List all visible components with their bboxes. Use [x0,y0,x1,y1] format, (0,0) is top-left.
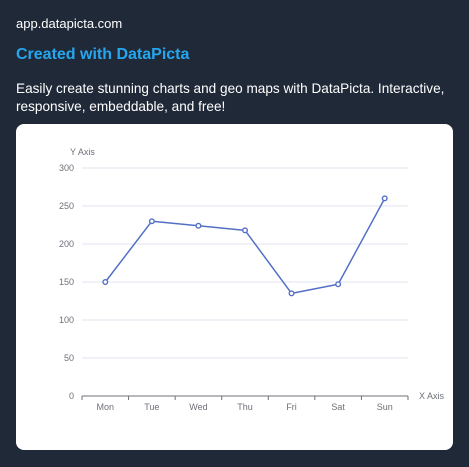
data-point[interactable] [335,281,342,288]
y-tick-label: 250 [59,201,74,211]
page-description: Easily create stunning charts and geo ma… [16,81,445,114]
series-points [102,195,388,297]
data-point[interactable] [195,222,202,229]
y-axis-label: Y Axis [70,147,95,157]
data-point[interactable] [381,195,388,202]
y-tick-label: 200 [59,239,74,249]
x-tick-label: Thu [237,402,253,412]
y-tick-label: 50 [64,353,74,363]
y-tick-label: 300 [59,163,74,173]
site-url: app.datapicta.com [16,16,123,31]
x-tick-label: Mon [97,402,115,412]
data-point[interactable] [241,227,248,234]
grid-lines [82,167,408,359]
x-tick-label: Wed [189,402,207,412]
y-tick-label: 0 [69,391,74,401]
y-tick-label: 100 [59,315,74,325]
x-axis [81,395,409,400]
data-point[interactable] [148,218,155,225]
x-tick-label: Sun [377,402,393,412]
x-axis-label: X Axis [419,391,445,401]
y-tick-labels: 0 50 100 150 200 250 300 [59,163,74,401]
data-point[interactable] [102,278,109,285]
x-tick-labels: Mon Tue Wed Thu Fri Sat Sun [97,402,393,412]
x-tick-label: Sat [331,402,345,412]
data-point[interactable] [288,290,295,297]
line-chart: 0 50 100 150 200 250 300 Mon Tue Wed Thu Fri Sat Sun… [59,147,445,412]
y-tick-label: 150 [59,277,74,287]
page-title: Created with DataPicta [16,46,190,63]
series-line [104,198,386,295]
chart-card: 0 50 100 150 200 250 300 Mon Tue Wed Thu Fri Sat Sun… [16,124,453,450]
x-tick-label: Fri [286,402,297,412]
x-tick-label: Tue [144,402,159,412]
series-lines [104,198,386,295]
